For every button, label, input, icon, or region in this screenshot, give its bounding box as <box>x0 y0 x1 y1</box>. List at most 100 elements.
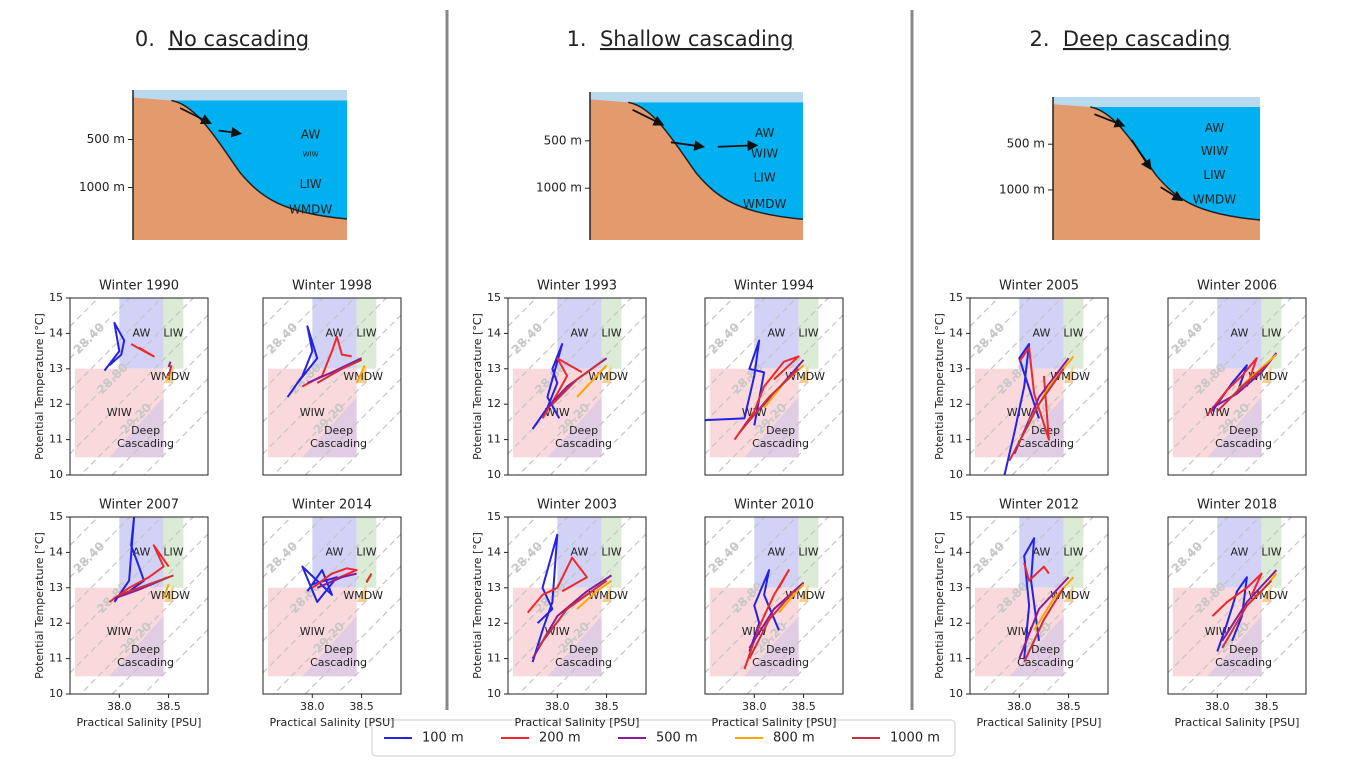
panel-title: Winter 2006 <box>1197 279 1277 294</box>
water-mass-region <box>1217 298 1262 369</box>
depth-label: 1000 m <box>79 180 125 194</box>
isopycnal <box>1241 629 1306 694</box>
profile-line <box>1211 572 1263 617</box>
y-tick-label: 10 <box>487 468 501 481</box>
region-label-line: Deep <box>1229 424 1258 437</box>
axes-frame <box>69 516 209 695</box>
isopycnal <box>714 346 843 475</box>
isopycnal <box>1241 410 1306 475</box>
water-mass-label: AW <box>755 126 775 140</box>
y-tick-label: 13 <box>487 362 501 375</box>
column-title: 2. Deep cascading <box>1030 27 1231 51</box>
profile-line <box>316 572 357 589</box>
x-tick-label: 38.0 <box>1007 700 1032 713</box>
profile-line <box>576 364 608 398</box>
profile-line <box>1018 346 1050 441</box>
panel-title: Winter 2003 <box>537 498 617 513</box>
isopycnal <box>1011 597 1108 694</box>
panel-title: Winter 2012 <box>999 498 1079 513</box>
y-tick-label: 14 <box>49 326 63 339</box>
profile-line <box>526 556 588 614</box>
profile-line <box>307 357 363 384</box>
region-label-line: Cascading <box>752 437 809 450</box>
water-mass-label: LIW <box>754 170 776 184</box>
panel-title: Winter 2007 <box>99 498 179 513</box>
water-mass-region <box>798 584 809 602</box>
y-axis-label: Potential Temperature [°C] <box>471 532 484 679</box>
column-number: 0. <box>135 27 155 51</box>
region-label: Deep Cascading <box>555 643 612 669</box>
legend-label: 500 m <box>656 731 698 746</box>
water-mass-region <box>356 298 377 369</box>
region-label: AW <box>1033 326 1051 339</box>
water-mass-region <box>798 365 809 383</box>
water-mass-region <box>109 397 164 458</box>
legend-label: 800 m <box>773 731 815 746</box>
isopycnal <box>263 517 388 642</box>
water-mass-region <box>356 584 367 602</box>
legend-box <box>371 719 956 757</box>
column-name: No cascading <box>168 27 309 51</box>
isopycnal <box>263 314 401 455</box>
region-label: AW <box>326 545 344 558</box>
y-axis-label: Potential Temperature [°C] <box>33 532 46 679</box>
region-label: WIW <box>107 625 132 638</box>
water-mass-region <box>754 517 799 588</box>
axes-frame <box>1167 516 1307 695</box>
isopycnal <box>336 410 401 475</box>
axes-frame <box>262 297 402 476</box>
isopycnal <box>70 533 208 674</box>
column-number: 2. <box>1030 27 1050 51</box>
region-label: Deep Cascading <box>752 643 809 669</box>
water-mass-region <box>302 397 357 458</box>
depth-label: 1000 m <box>999 182 1045 196</box>
water-mass-region <box>547 397 602 458</box>
region-label: WMDW <box>150 370 190 383</box>
x-tick-label: 38.5 <box>156 700 181 713</box>
region-label-line: Deep <box>569 643 598 656</box>
y-tick-label: 12 <box>49 616 63 629</box>
profile-line <box>1216 364 1268 413</box>
region-label: Deep Cascading <box>1215 643 1272 669</box>
isopycnal <box>970 533 1108 674</box>
profile-line <box>536 579 608 649</box>
profile-line <box>778 583 805 614</box>
water-mass-label: WIW <box>751 147 778 161</box>
flow-arrow <box>717 140 759 152</box>
water-mass-region <box>557 517 602 588</box>
y-tick-label: 11 <box>487 652 501 665</box>
profile-line <box>1023 562 1050 582</box>
axes-frame <box>507 516 647 695</box>
water-mass-label: WMDW <box>289 203 332 217</box>
isopycnal <box>263 517 293 546</box>
axes-frame <box>969 516 1109 695</box>
legend-label: 200 m <box>539 731 581 746</box>
y-tick-label: 13 <box>49 581 63 594</box>
isopycnal <box>1168 298 1293 423</box>
seabed <box>1053 104 1260 240</box>
panel-title: Winter 2018 <box>1197 498 1277 513</box>
isopycnal <box>70 517 100 546</box>
y-tick-label: 11 <box>49 652 63 665</box>
region-label-line: Deep <box>324 424 353 437</box>
isopycnal <box>111 378 208 475</box>
isopycnal <box>1168 517 1229 578</box>
profile-line <box>1221 569 1278 642</box>
y-tick-label: 14 <box>487 545 501 558</box>
isopycnal <box>263 298 293 327</box>
y-tick-label: 14 <box>49 545 63 558</box>
profile-line <box>311 567 358 589</box>
depth-label: 500 m <box>544 133 582 147</box>
region-label-line: Cascading <box>555 656 612 669</box>
y-tick-label: 11 <box>49 433 63 446</box>
profile-line <box>301 565 338 603</box>
isopycnal <box>705 517 830 642</box>
water-mass-region <box>163 584 174 602</box>
region-label: AW <box>768 326 786 339</box>
isopycnal <box>970 517 1031 578</box>
isopycnal <box>70 298 163 391</box>
region-label: Deep Cascading <box>555 424 612 450</box>
